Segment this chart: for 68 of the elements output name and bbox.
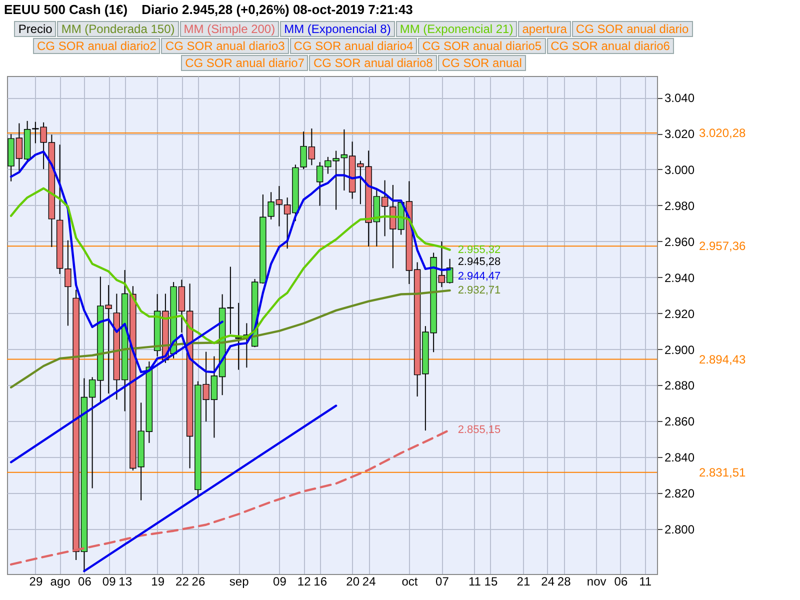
text: MM (Exponencial 21) <box>396 21 518 37</box>
text: MM (Ponderada 150) <box>57 21 179 37</box>
y-tick-label: 2.920 <box>664 306 695 321</box>
line-series <box>10 428 451 566</box>
text: 2.945,28 <box>458 256 501 268</box>
candlestick <box>64 240 72 326</box>
y-tick-label: 2.860 <box>664 414 695 429</box>
x-tick-label: 07 <box>436 574 450 588</box>
text: MM (Simple 200) <box>180 21 280 37</box>
y-tick-label: 2.820 <box>664 486 695 501</box>
x-tick-label: 09 <box>273 574 287 588</box>
line-series <box>10 187 451 344</box>
y-tick-label: 2.880 <box>664 378 695 393</box>
x-tick-label: 21 <box>516 574 530 588</box>
x-tick-label: 28 <box>557 574 572 588</box>
y-tick-label: 2.900 <box>664 342 695 357</box>
chart-subtitle: Diario 2.945,28 (+0,26%) 08-oct-2019 7:21:43 <box>142 2 413 17</box>
x-tick-label: 24 <box>362 574 376 588</box>
text: CG SOR anual diario <box>572 21 693 37</box>
ref-line-label: 2.957,36 <box>699 239 746 254</box>
y-tick-label: 2.800 <box>664 522 695 537</box>
x-tick-label: 15 <box>484 574 498 588</box>
line-series <box>10 289 451 388</box>
text: Precio <box>14 21 56 37</box>
ref-line-label: 2.894,43 <box>699 352 746 366</box>
data-label: 2.955,32 <box>458 244 501 256</box>
y-tick-label: 2.840 <box>664 450 695 465</box>
text: CG SOR anual diario7 <box>181 55 308 71</box>
x-tick-label: 29 <box>29 574 43 588</box>
data-label: 2.944,47 <box>458 270 501 282</box>
x-tick-label: 06 <box>78 574 92 588</box>
text: CG SOR anual <box>438 55 526 71</box>
x-tick-label: 09 <box>102 574 116 588</box>
y-tick-label: 3.000 <box>664 162 695 177</box>
text: CG SOR anual diario4 <box>290 38 418 54</box>
ref-line-label: 3.020,28 <box>699 126 746 140</box>
text: CG SOR anual diario2 <box>33 38 160 54</box>
y-tick-label: 2.980 <box>664 198 695 213</box>
text: CG SOR anual diario5 <box>418 38 546 54</box>
y-tick-label: 2.960 <box>664 234 695 249</box>
data-label: 2.855,15 <box>458 424 501 436</box>
x-tick-label: 22 <box>176 574 190 588</box>
text: CG SOR anual diario6 <box>546 38 674 54</box>
x-tick-label: 26 <box>192 574 206 588</box>
x-tick-label: 13 <box>118 574 132 588</box>
x-tick-label: 06 <box>614 574 628 588</box>
chart-title: EEUU 500 Cash (1€) <box>4 2 128 17</box>
x-tick-label: 24 <box>541 574 555 588</box>
text: MM (Exponencial 8) <box>280 21 395 37</box>
data-label: 2.932,71 <box>458 284 501 296</box>
x-tick-label: 16 <box>314 574 328 588</box>
x-tick-label: oct <box>402 574 418 588</box>
text: apertura <box>518 21 571 37</box>
candlestick <box>235 302 242 370</box>
x-tick-label: nov <box>586 574 606 588</box>
text: CG SOR anual diario8 <box>309 55 437 71</box>
x-tick-label: 11 <box>639 574 652 588</box>
text: CG SOR anual diario3 <box>161 38 289 54</box>
y-tick-label: 3.020 <box>664 127 695 142</box>
x-tick-label: 20 <box>346 574 360 588</box>
x-tick-label: 19 <box>151 574 165 588</box>
x-tick-label: ago <box>50 574 71 588</box>
x-tick-label: 11 <box>468 574 482 588</box>
x-tick-label: sep <box>229 574 250 588</box>
y-tick-label: 2.940 <box>664 270 695 285</box>
y-tick-label: 3.040 <box>664 91 695 106</box>
x-tick-label: 12 <box>297 574 312 588</box>
ref-line-label: 2.831,51 <box>699 465 746 480</box>
